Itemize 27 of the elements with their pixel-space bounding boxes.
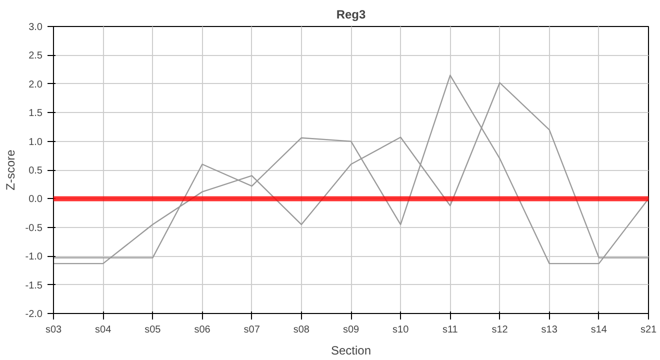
x-tick-label: s03 [45, 324, 62, 336]
y-tick-label: -1.5 [25, 280, 43, 292]
y-tick-label: -2.0 [25, 309, 43, 320]
y-tick-label: -0.5 [25, 222, 43, 234]
y-tick-label: 2.5 [28, 50, 43, 62]
x-tick-label: s14 [590, 324, 608, 336]
x-axis-title: Section [330, 344, 372, 358]
x-tick-label: s11 [442, 324, 458, 336]
y-tick-label: -1.0 [25, 252, 43, 263]
x-tick-label: s21 [640, 324, 657, 336]
y-axis-title: Z-score [3, 149, 18, 190]
chart-title: Reg3 [336, 8, 366, 22]
y-tick-label: 2.0 [28, 79, 43, 90]
x-tick-label: s07 [244, 324, 260, 336]
y-tick-label: 3.0 [28, 22, 43, 33]
y-tick-label: 1.0 [28, 136, 43, 148]
x-tick-label: s09 [342, 324, 360, 336]
y-tick-label: 0.0 [28, 194, 43, 206]
x-tick-label: s08 [293, 324, 310, 336]
x-tick-label: s12 [492, 324, 508, 336]
x-tick-label: s04 [95, 324, 112, 336]
y-tick-label: 1.5 [28, 108, 43, 120]
x-tick-label: s13 [541, 324, 558, 336]
x-tick-label: s06 [194, 324, 211, 336]
x-tick-label: s10 [392, 324, 410, 336]
x-tick-label: s05 [144, 324, 162, 336]
y-tick-label: 0.5 [28, 166, 43, 176]
